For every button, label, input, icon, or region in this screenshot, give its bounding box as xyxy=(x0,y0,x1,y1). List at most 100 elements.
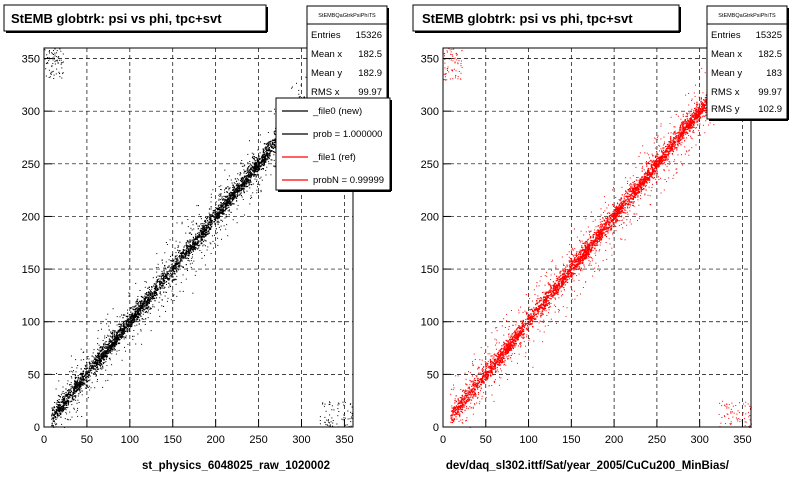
left-scatter-point xyxy=(130,315,132,318)
left-scatter-point xyxy=(222,220,223,222)
left-scatter-point xyxy=(129,320,131,323)
left-scatter-point xyxy=(174,266,176,268)
right-scatter-point xyxy=(667,152,670,154)
left-scatter-point xyxy=(140,311,142,313)
left-scatter-point xyxy=(76,402,78,404)
left-scatter-point xyxy=(136,324,138,326)
left-scatter-point xyxy=(58,399,60,401)
left-scatter-point xyxy=(127,343,129,345)
left-scatter-point xyxy=(68,395,70,397)
left-scatter-point xyxy=(194,249,196,251)
left-scatter-point xyxy=(175,258,178,260)
left-scatter-point xyxy=(154,295,156,296)
left-scatter-point xyxy=(47,62,49,64)
left-scatter-point xyxy=(263,143,265,145)
left-scatter-point xyxy=(218,199,220,201)
left-scatter-point xyxy=(104,347,106,349)
left-scatter-point xyxy=(93,361,95,363)
left-scatter-point xyxy=(243,183,245,185)
right-scatter-point xyxy=(508,338,511,340)
left-scatter-point xyxy=(207,222,209,224)
left-scatter-point xyxy=(154,292,156,295)
left-scatter-point xyxy=(200,240,202,242)
left-scatter-point xyxy=(241,165,243,167)
left-scatter-point xyxy=(143,298,145,300)
left-scatter-point xyxy=(208,212,210,214)
left-scatter-point xyxy=(351,412,353,414)
left-scatter-point xyxy=(239,193,241,195)
left-scatter-point xyxy=(92,366,94,368)
left-scatter-point xyxy=(116,316,118,318)
left-scatter-point xyxy=(158,301,160,303)
left-scatter-point xyxy=(48,69,50,71)
left-scatter-point xyxy=(119,333,121,336)
left-scatter-point xyxy=(223,198,225,200)
right-scatter-point xyxy=(547,300,549,302)
left-scatter-point xyxy=(70,382,72,384)
left-scatter-point xyxy=(181,253,183,255)
left-scatter-point xyxy=(342,401,344,403)
left-scatter-point xyxy=(127,320,130,322)
left-scatter-point xyxy=(179,290,181,292)
left-scatter-point xyxy=(245,176,247,178)
left-scatter-point xyxy=(265,174,267,176)
left-scatter-point xyxy=(113,341,115,344)
left-scatter-point xyxy=(274,133,276,136)
left-scatter-point xyxy=(65,393,67,395)
left-scatter-point xyxy=(226,199,228,201)
left-scatter-point xyxy=(84,375,86,377)
left-scatter-point xyxy=(65,395,68,397)
left-scatter-point xyxy=(194,246,197,249)
left-scatter-point xyxy=(73,390,75,392)
left-scatter-point xyxy=(91,372,93,374)
left-scatter-point xyxy=(121,337,123,339)
left-scatter-point xyxy=(118,329,120,331)
left-scatter-point xyxy=(130,307,132,309)
left-scatter-point xyxy=(266,154,269,156)
left-scatter-point xyxy=(248,171,251,174)
left-scatter-point xyxy=(99,373,101,375)
left-scatter-point xyxy=(102,355,104,358)
left-scatter-point xyxy=(256,168,258,170)
right-scatter-point xyxy=(457,402,459,404)
left-scatter-point xyxy=(260,189,262,191)
left-scatter-point xyxy=(190,260,192,262)
left-scatter-point xyxy=(115,353,117,355)
left-scatter-point xyxy=(192,236,194,238)
left-scatter-point xyxy=(97,348,99,350)
left-scatter-point xyxy=(143,308,145,311)
left-scatter-point xyxy=(150,297,152,300)
left-scatter-point xyxy=(190,246,192,248)
left-scatter-point xyxy=(200,227,202,230)
left-scatter-point xyxy=(210,208,212,210)
left-scatter-point xyxy=(163,274,165,276)
left-scatter-point xyxy=(175,265,177,267)
right-scatter-point xyxy=(467,387,469,389)
left-scatter-point xyxy=(256,189,258,191)
left-scatter-point xyxy=(210,222,212,224)
left-scatter-point xyxy=(208,230,210,232)
right-scatter-point xyxy=(648,171,650,173)
left-scatter-point xyxy=(273,113,275,115)
left-scatter-point xyxy=(182,266,184,268)
left-scatter-point xyxy=(218,194,220,196)
left-scatter-point xyxy=(171,273,174,275)
left-scatter-point xyxy=(218,216,220,219)
left-scatter-point xyxy=(98,364,100,366)
left-scatter-point xyxy=(194,243,196,245)
left-scatter-point xyxy=(263,160,265,163)
left-scatter-point xyxy=(154,297,156,300)
left-scatter-point xyxy=(180,260,182,262)
left-scatter-point xyxy=(205,245,206,247)
left-scatter-point xyxy=(243,188,245,190)
right-scatter-point xyxy=(464,398,466,400)
left-scatter-point xyxy=(258,166,260,169)
left-y-tick-label: 0 xyxy=(34,422,40,434)
right-scatter-point xyxy=(670,143,672,146)
left-scatter-point xyxy=(258,134,260,136)
left-scatter-point xyxy=(142,311,144,313)
left-scatter-point xyxy=(193,245,195,248)
left-scatter-point xyxy=(62,409,64,411)
left-scatter-point xyxy=(192,245,194,248)
left-scatter-point xyxy=(231,192,233,194)
